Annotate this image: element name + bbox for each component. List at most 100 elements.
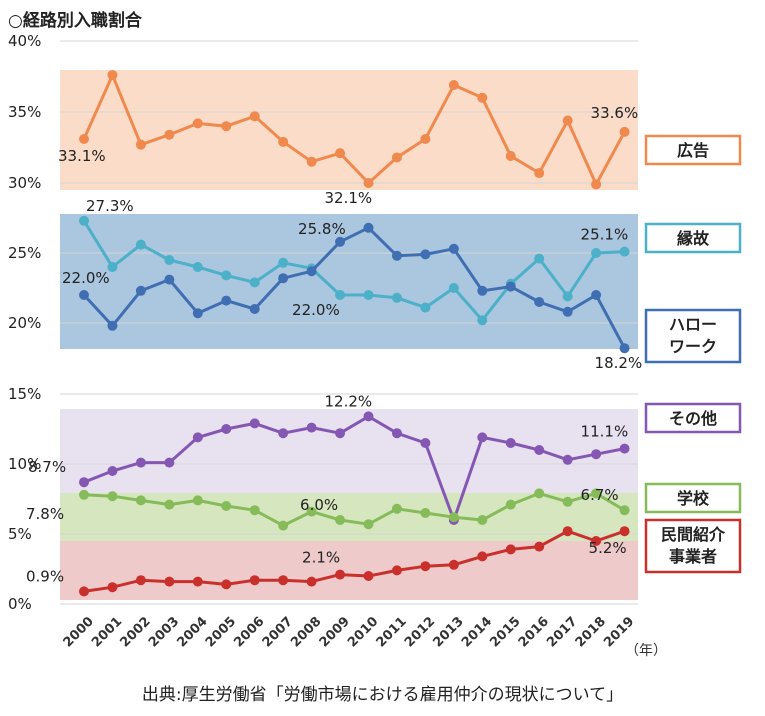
chart-title: ○経路別入職割合 [8, 11, 142, 31]
data-label: 18.2% [595, 354, 643, 372]
data-point [135, 285, 146, 296]
data-point [278, 575, 289, 586]
x-tick-label: 2015 [487, 614, 523, 650]
x-tick-label: 2011 [374, 614, 410, 650]
x-tick-label: 2014 [459, 614, 495, 650]
data-point [221, 270, 232, 281]
data-point [363, 178, 374, 188]
data-point [306, 422, 317, 433]
legend-label: 広告 [677, 141, 709, 160]
data-label: 2.1% [302, 549, 340, 567]
y-tick-label: 10% [8, 455, 41, 473]
data-label: 6.7% [581, 486, 619, 504]
data-point [164, 274, 175, 285]
data-point [534, 297, 545, 307]
y-tick-label: 20% [8, 314, 41, 332]
data-point [192, 262, 203, 272]
data-point [562, 496, 573, 507]
data-point [534, 168, 545, 179]
data-point [306, 576, 317, 587]
data-label: 22.0% [62, 269, 110, 287]
data-point [335, 290, 346, 300]
data-point [363, 571, 374, 581]
data-point [477, 315, 488, 326]
data-point [79, 477, 89, 488]
data-point [335, 569, 346, 580]
data-point [335, 515, 346, 525]
data-point [249, 575, 260, 586]
data-point [562, 115, 573, 126]
data-label: 5.2% [589, 539, 627, 557]
legend-box [644, 134, 742, 166]
data-point [249, 111, 260, 122]
data-point [420, 302, 431, 313]
x-tick-label: 2001 [89, 614, 125, 650]
y-tick-label: 5% [8, 525, 32, 543]
data-point [591, 290, 602, 300]
data-point [135, 239, 146, 250]
data-point [249, 304, 260, 314]
data-point [619, 443, 630, 454]
data-point [278, 257, 289, 268]
data-point [306, 156, 317, 167]
data-point [391, 292, 402, 303]
data-point [562, 291, 573, 302]
x-tick-label: 2007 [260, 614, 296, 650]
data-point [192, 432, 203, 443]
data-point [562, 306, 573, 317]
data-point [448, 80, 459, 91]
y-tick-label: 15% [8, 385, 41, 403]
data-point [164, 129, 175, 140]
legend-box [644, 482, 742, 514]
data-point [420, 249, 431, 260]
data-point [448, 512, 459, 523]
data-point [363, 411, 374, 422]
data-point [335, 428, 346, 439]
data-point [505, 499, 516, 510]
data-point [420, 561, 431, 572]
data-point [363, 290, 374, 300]
data-point [79, 215, 89, 226]
data-point [534, 253, 545, 264]
data-point [192, 118, 203, 129]
data-point [562, 526, 573, 537]
data-label: 0.9% [26, 567, 64, 585]
data-point [505, 438, 516, 448]
x-tick-label: 2016 [516, 614, 552, 650]
data-point [79, 290, 89, 300]
data-label: 25.1% [581, 226, 629, 244]
data-point [505, 151, 516, 162]
data-point [391, 250, 402, 261]
data-point [164, 255, 175, 265]
legend-label: その他 [669, 409, 717, 428]
data-point [278, 136, 289, 147]
data-point [135, 575, 146, 586]
data-point [278, 428, 289, 439]
data-point [192, 308, 203, 319]
data-point [619, 343, 630, 354]
data-point [164, 576, 175, 587]
data-label: 27.3% [86, 197, 134, 215]
legend-box [644, 222, 742, 254]
data-point [363, 519, 374, 530]
data-point [534, 488, 545, 499]
data-label: 11.1% [581, 423, 629, 441]
legend-label: 学校 [677, 489, 710, 508]
x-tick-label: 2004 [174, 614, 210, 650]
data-point [448, 243, 459, 254]
data-point [448, 283, 459, 293]
x-tick-label: 2002 [118, 614, 154, 650]
data-point [448, 559, 459, 570]
data-point [335, 148, 346, 159]
data-point [619, 246, 630, 257]
y-tick-label: 35% [8, 103, 41, 121]
data-point [505, 544, 516, 555]
data-point [249, 505, 260, 516]
data-point [107, 466, 118, 476]
legend-label: ワーク [669, 337, 717, 356]
series-line-広告 [82, 73, 626, 186]
data-point [278, 273, 289, 284]
data-point [164, 457, 175, 468]
legend-label: ハロー [669, 315, 717, 334]
data-point [420, 133, 431, 144]
